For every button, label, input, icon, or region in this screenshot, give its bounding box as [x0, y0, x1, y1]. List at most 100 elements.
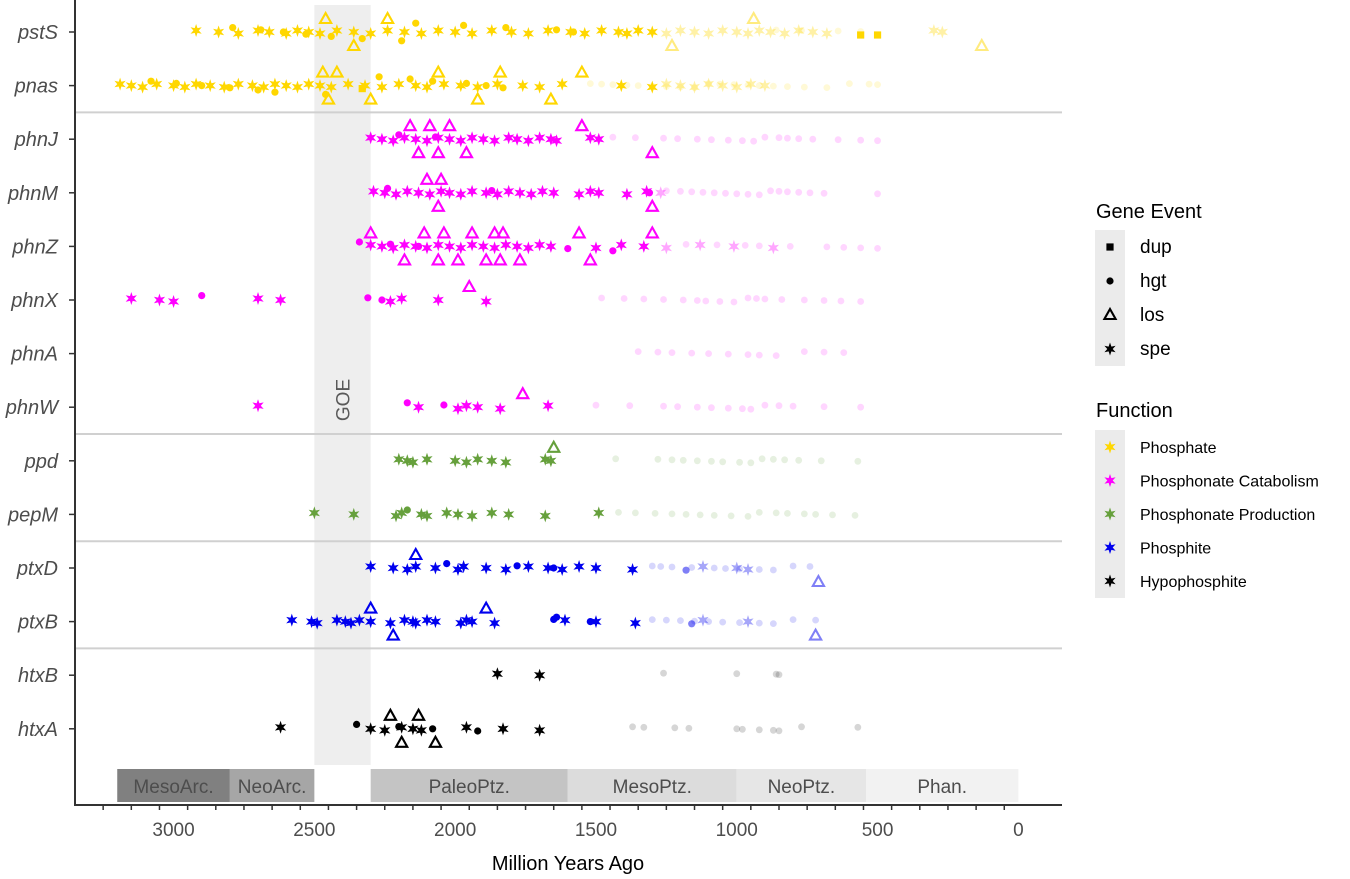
data-point-faint — [820, 189, 828, 197]
data-point-spe — [365, 560, 377, 573]
data-point-spe — [407, 722, 419, 736]
data-point-faint — [795, 188, 803, 196]
data-point-los — [974, 37, 990, 52]
data-point-spe — [694, 238, 706, 252]
data-point-faint — [660, 402, 667, 410]
data-point-spe — [167, 79, 180, 93]
data-point-spe — [629, 616, 641, 630]
data-point-spe — [556, 77, 568, 91]
data-point-spe — [291, 24, 304, 37]
data-point-spe — [477, 132, 489, 146]
data-point-spe — [421, 134, 433, 148]
data-point-faint — [812, 511, 820, 518]
era-bar — [866, 769, 1019, 802]
data-point-spe — [376, 80, 388, 94]
gene-label: phnA — [10, 344, 58, 366]
data-point-spe — [460, 455, 472, 469]
data-point-spe — [379, 723, 391, 737]
data-point-los — [385, 627, 401, 641]
data-point-faint — [781, 456, 789, 464]
data-point-hgt — [358, 35, 366, 43]
data-point-hgt — [688, 620, 696, 628]
data-point-los — [808, 627, 823, 641]
data-point-faint — [755, 351, 763, 359]
data-point-spe — [415, 507, 427, 521]
gene-label: htxA — [18, 719, 58, 741]
data-point-spe — [491, 667, 503, 681]
data-point-hgt — [403, 506, 411, 514]
data-point-faint — [738, 405, 746, 413]
data-point-spe — [793, 24, 805, 37]
data-point-spe — [779, 27, 791, 40]
data-point-los — [515, 386, 531, 400]
data-point-faint — [629, 723, 636, 731]
data-point-spe — [387, 134, 399, 148]
gene-label: phnZ — [11, 236, 58, 258]
data-point-spe — [494, 402, 506, 416]
data-point-hgt — [443, 560, 451, 568]
data-point-spe — [573, 187, 585, 201]
data-point-hgt — [564, 245, 572, 253]
data-point-spe — [534, 723, 546, 737]
data-point-spe — [396, 506, 408, 520]
data-point-faint — [755, 619, 763, 627]
data-point-spe — [539, 452, 551, 466]
data-point-spe — [452, 507, 464, 521]
data-point-spe — [703, 77, 715, 91]
data-point-los — [512, 252, 528, 266]
data-point-spe — [660, 27, 672, 40]
data-point-los — [546, 439, 562, 453]
data-point-faint — [820, 403, 828, 411]
data-point-faint — [634, 348, 642, 355]
data-point-spe — [274, 720, 287, 734]
data-point-hgt — [229, 24, 237, 32]
data-point-faint — [834, 27, 842, 35]
data-point-faint — [761, 133, 769, 141]
data-point-spe — [314, 27, 326, 40]
data-point-faint — [775, 671, 783, 679]
data-point-los — [644, 198, 660, 212]
data-point-spe — [274, 293, 287, 307]
data-point-faint — [668, 349, 676, 356]
data-point-hgt — [375, 73, 383, 81]
data-point-spe — [125, 292, 137, 305]
data-point-faint — [845, 80, 853, 87]
data-point-spe — [393, 77, 405, 91]
era-label: MesoArc. — [133, 777, 213, 798]
data-point-spe — [410, 79, 422, 93]
data-point-faint — [800, 83, 808, 91]
data-point-faint — [817, 457, 825, 465]
data-point-spe — [429, 615, 442, 629]
data-point-faint — [806, 563, 814, 570]
data-point-los — [470, 91, 486, 105]
data-point-spe — [415, 723, 427, 737]
data-point-spe — [218, 80, 230, 94]
data-point-faint — [744, 190, 752, 198]
data-point-faint — [755, 242, 763, 250]
data-point-faint — [682, 241, 690, 248]
data-point-hgt — [352, 720, 361, 729]
data-point-faint — [840, 244, 848, 251]
data-point-spe — [412, 186, 425, 200]
data-point-los — [574, 118, 590, 132]
data-point-spe — [432, 293, 444, 307]
data-point-hgt — [609, 247, 617, 255]
data-point-hgt — [482, 82, 490, 90]
data-point-spe — [517, 79, 529, 93]
data-point-hgt — [198, 82, 206, 90]
data-point-spe — [728, 239, 740, 253]
data-point-spe — [393, 452, 405, 466]
data-point-los — [478, 600, 494, 614]
data-point-los — [478, 252, 494, 266]
data-point-faint — [798, 27, 805, 34]
data-point-spe — [491, 77, 503, 91]
data-point-spe — [936, 25, 948, 39]
data-point-faint — [677, 617, 684, 624]
data-point-spe — [590, 561, 602, 575]
data-point-los — [574, 64, 590, 78]
data-point-faint — [800, 348, 808, 355]
data-point-spe — [590, 615, 602, 629]
data-point-faint — [736, 619, 743, 626]
era-label: MesoPtz. — [613, 777, 692, 798]
data-point-spe — [449, 454, 461, 468]
